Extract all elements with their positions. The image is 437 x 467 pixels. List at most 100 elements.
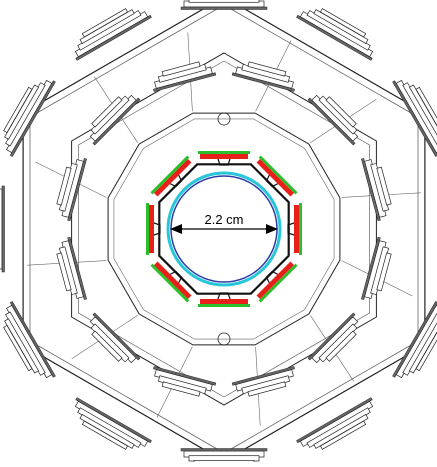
outer-module (3, 301, 56, 379)
inner-sensor-clip (217, 158, 231, 166)
outer-module-plate (306, 407, 371, 448)
outer-module-mount-strip (9, 80, 56, 157)
middle-module-plate (91, 96, 123, 128)
middle-module (231, 61, 295, 92)
middle-module-plate (376, 252, 392, 292)
outer-module-mount-strip (296, 397, 373, 444)
dimension-arrow-right (266, 224, 278, 234)
outer-module-mount-strip (75, 397, 152, 444)
middle-module-plate (325, 330, 357, 362)
inner-sensor-support (258, 263, 298, 303)
outer-module (3, 79, 56, 157)
outer-module-plate (77, 407, 142, 448)
dimension-label: 2.2 cm (204, 212, 243, 227)
outer-module-plate (306, 10, 371, 51)
inner-sensor-support (198, 151, 250, 154)
middle-module-mount-strip (307, 312, 356, 361)
inner-sensor (287, 203, 302, 255)
inner-dodecagon-frame-inner-edge (113, 118, 335, 340)
inner-sensor (150, 155, 192, 197)
diameter-dimension: 2.2 cm (170, 212, 278, 234)
middle-module-plate (376, 166, 392, 206)
outer-module (74, 397, 152, 450)
inner-sensor-clip (265, 174, 279, 188)
inner-sensor-clip (169, 174, 183, 188)
inner-sensor-support (150, 155, 190, 195)
middle-module-plate (161, 381, 201, 397)
middle-module (153, 366, 217, 397)
inner-sensor-clip (287, 222, 295, 236)
inner-sensor (198, 151, 250, 166)
inner-sensor (198, 292, 250, 307)
middle-module-plate (247, 381, 287, 397)
outer-module (392, 301, 437, 379)
inner-sensor-support (299, 203, 302, 255)
outer-module (296, 8, 374, 61)
middle-module-mount-strip (153, 366, 217, 386)
outer-module-mount-strip (180, 6, 268, 10)
middle-module (307, 94, 359, 146)
outer-module (74, 8, 152, 61)
inner-sensor-support (150, 263, 190, 303)
inner-sensor-clip (169, 270, 183, 284)
outer-module-plate (77, 10, 142, 51)
inner-sensor-silicon (200, 154, 248, 159)
outer-module (0, 185, 5, 273)
middle-hexagon-frame-inner-edge (78, 60, 370, 398)
inner-sensor-clip (217, 292, 231, 300)
beam-pipe-outer-ring (166, 171, 282, 287)
outer-module-plate (5, 311, 46, 376)
outer-module (180, 0, 268, 10)
middle-module-mount-strip (92, 97, 141, 146)
middle-hexagon-frame (71, 52, 377, 406)
middle-module-mount-strip (307, 97, 356, 146)
middle-module (231, 366, 295, 397)
inner-sensor (150, 261, 192, 303)
inner-sensor-support (146, 203, 149, 255)
middle-module-mount-strip (361, 236, 381, 300)
middle-module-mount-strip (92, 312, 141, 361)
inner-sensor-silicon (256, 158, 295, 197)
outer-module-plate (319, 8, 367, 38)
inner-dodecagon-frame (107, 112, 341, 346)
outer-module-plate (3, 324, 33, 372)
outer-module-mount-strip (180, 448, 268, 452)
inner-support-octagon (158, 163, 290, 295)
outer-module (296, 397, 374, 450)
inner-sensor-clip (265, 270, 279, 284)
inner-sensor-silicon (149, 205, 154, 253)
inner-sensor-silicon (200, 299, 248, 304)
inner-sensor-support (198, 304, 250, 307)
middle-module-plate (91, 330, 123, 362)
outer-module-plate (188, 0, 260, 3)
middle-module-plate (325, 96, 357, 128)
middle-module-mount-strip (231, 72, 295, 92)
inner-sensor-silicon (153, 158, 192, 197)
inner-sensor (256, 155, 298, 197)
outer-module (180, 448, 268, 467)
inner-sensor-support (258, 155, 298, 195)
middle-module-plate (56, 252, 72, 292)
outer-module-mount-strip (1, 185, 5, 273)
middle-module (89, 94, 141, 146)
outer-module-plate (319, 420, 367, 450)
outer-module-mount-strip (9, 301, 56, 378)
middle-layer-modules (56, 61, 392, 397)
middle-module-plate (247, 61, 287, 77)
outer-hexagon-frame (22, 0, 426, 462)
middle-module-mount-strip (361, 158, 381, 222)
outer-module-mount-strip (75, 14, 152, 61)
inner-sensor-silicon (294, 205, 299, 253)
outer-module-plate (81, 8, 129, 38)
outer-module-mount-strip (296, 14, 373, 61)
outer-module-plate (5, 82, 46, 147)
inner-sensor-silicon (153, 261, 192, 300)
inner-layer-sensors (146, 151, 302, 307)
outer-module (392, 79, 437, 157)
middle-module-mount-strip (153, 72, 217, 92)
middle-module-mount-strip (67, 158, 87, 222)
inner-sensor (256, 261, 298, 303)
